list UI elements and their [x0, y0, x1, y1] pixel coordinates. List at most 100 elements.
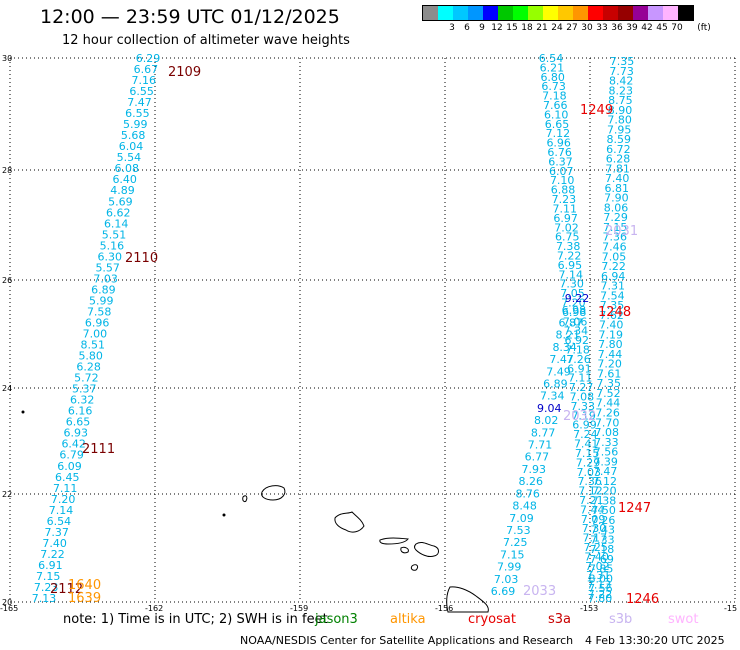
wave-height-value: 6.98	[562, 304, 587, 317]
wave-height-value: 7.29	[576, 456, 601, 469]
legend-label: 21	[536, 23, 548, 33]
wave-height-value: 7.66	[543, 99, 568, 112]
wave-height-value: 5.99	[89, 294, 114, 307]
islet	[222, 513, 226, 517]
legend-label: 42	[641, 23, 653, 33]
legend-label: 39	[626, 23, 638, 33]
wave-height-value: 6.32	[70, 394, 95, 407]
pass-id-label: 2109	[168, 65, 201, 80]
wave-height-value: 7.19	[571, 409, 596, 422]
lanai-island	[400, 546, 409, 554]
wave-height-value: 7.30	[559, 278, 584, 291]
wave-height-value: 7.18	[565, 344, 590, 357]
wave-height-value: 7.95	[607, 123, 632, 136]
wave-height-value: 6.54	[539, 52, 564, 65]
lon-tick-label: -159	[290, 604, 308, 613]
lon-tick-label: -162	[145, 604, 163, 613]
legend-label: 45	[656, 23, 668, 33]
wave-height-value: 7.30	[582, 522, 607, 535]
wave-height-value: 7.22	[40, 548, 65, 561]
wave-height-value: 7.16	[132, 74, 157, 87]
legend-swatch	[633, 6, 648, 20]
pass-id-label: 1247	[618, 501, 651, 516]
legend-swatch	[498, 6, 513, 20]
wave-height-value: 6.99	[572, 419, 597, 432]
wave-height-value: 6.55	[129, 85, 154, 98]
axis-labels: 30 28 26 24 22 20-165 -162 -159 -156 -153 -15	[0, 54, 737, 613]
wave-height-value: 7.02	[585, 560, 610, 573]
lon-tick-label: -15	[724, 604, 737, 613]
generated-timestamp: 4 Feb 13:30:20 UTC 2025	[585, 634, 725, 647]
wave-height-value: 7.05	[602, 250, 627, 263]
wave-height-value: 7.14	[559, 268, 584, 281]
wave-height-value: 5.54	[117, 151, 142, 164]
molokai-island	[379, 537, 409, 545]
wave-height-value: 7.11	[53, 482, 78, 495]
pass-id-label: 2032	[563, 409, 596, 424]
wave-height-value: 7.80	[607, 114, 632, 127]
legend-labels: 3 6 9 12 15 18 21 24 27 30 33 36 39 42 45 70 (ft)	[422, 21, 711, 35]
hawaii-big-island	[446, 586, 489, 613]
lat-tick-label: 20	[2, 598, 12, 607]
legend-label: 15	[506, 23, 518, 33]
wave-height-value: 6.28	[76, 361, 101, 374]
wave-height-value: 6.62	[106, 206, 131, 219]
wave-height-value: 7.27	[569, 381, 594, 394]
maui-island	[414, 541, 439, 557]
wave-height-value: 7.29	[603, 211, 628, 224]
lat-tick-label: 30	[2, 54, 12, 63]
wave-height-value: 7.00	[83, 328, 108, 341]
wave-height-value: 7.44	[596, 397, 621, 410]
wave-height-value: 6.37	[548, 155, 573, 168]
wave-height-value: 7.17	[583, 532, 608, 545]
wave-height-value: 7.36	[603, 231, 628, 244]
pass-id-label: 1640	[68, 578, 101, 593]
kahoolawe-island	[410, 564, 419, 571]
niihau-island	[242, 495, 248, 503]
legend-swatch	[558, 6, 573, 20]
wave-height-value: 7.03	[93, 272, 118, 285]
wave-height-value: 7.61	[597, 367, 622, 380]
wave-height-value: 7.93	[522, 463, 547, 476]
wave-height-value: 7.39	[593, 455, 618, 468]
pass-id-label: 2031	[605, 224, 638, 239]
satellite-label: s3a	[548, 612, 572, 627]
wave-height-value: 7.34	[540, 390, 565, 403]
wave-height-value: 7.15	[500, 548, 525, 561]
wave-height-value: 7.23	[34, 581, 59, 594]
wave-height-value: 6.98	[562, 306, 587, 319]
wave-height-value: 6.92	[565, 334, 590, 347]
wave-height-value: 7.62	[599, 309, 624, 322]
wave-height-value: 7.99	[497, 561, 522, 574]
wave-height-value: 7.21	[579, 494, 604, 507]
wave-height-value: 8.42	[609, 75, 634, 88]
wave-height-value: 8.23	[609, 84, 634, 97]
wave-height-value: 8.00	[589, 573, 614, 586]
wave-height-value: 7.23	[552, 193, 577, 206]
wave-height-value: 7.56	[594, 446, 619, 459]
legend-label: 30	[581, 23, 593, 33]
wave-height-value: 6.75	[555, 231, 580, 244]
wave-height-value: 6.96	[546, 137, 571, 150]
wave-height-value: 7.47	[593, 465, 618, 478]
legend-swatch	[528, 6, 543, 20]
wave-height-value: 7.05	[560, 287, 585, 300]
wave-height-value: 6.93	[64, 427, 89, 440]
wave-height-value: 7.18	[542, 90, 567, 103]
wave-height-value: 8.75	[608, 94, 633, 107]
legend-swatch	[423, 6, 438, 20]
wave-height-value: 7.81	[605, 162, 630, 175]
wave-height-value: 7.40	[42, 537, 67, 550]
wave-height-value: 7.40	[584, 550, 609, 563]
hawaii-islands	[21, 410, 489, 613]
wave-height-value: 7.08	[570, 391, 595, 404]
wave-height-value: 6.21	[540, 61, 565, 74]
wave-height-value: 7.15	[603, 221, 628, 234]
wave-height-value: 8.59	[607, 133, 632, 146]
wave-height-value: 6.09	[57, 460, 82, 473]
wave-height-value: 7.53	[506, 524, 531, 537]
wave-height-value: 7.43	[591, 524, 616, 537]
satellite-label: altika	[390, 612, 426, 627]
pass-id-label: 1248	[598, 305, 631, 320]
